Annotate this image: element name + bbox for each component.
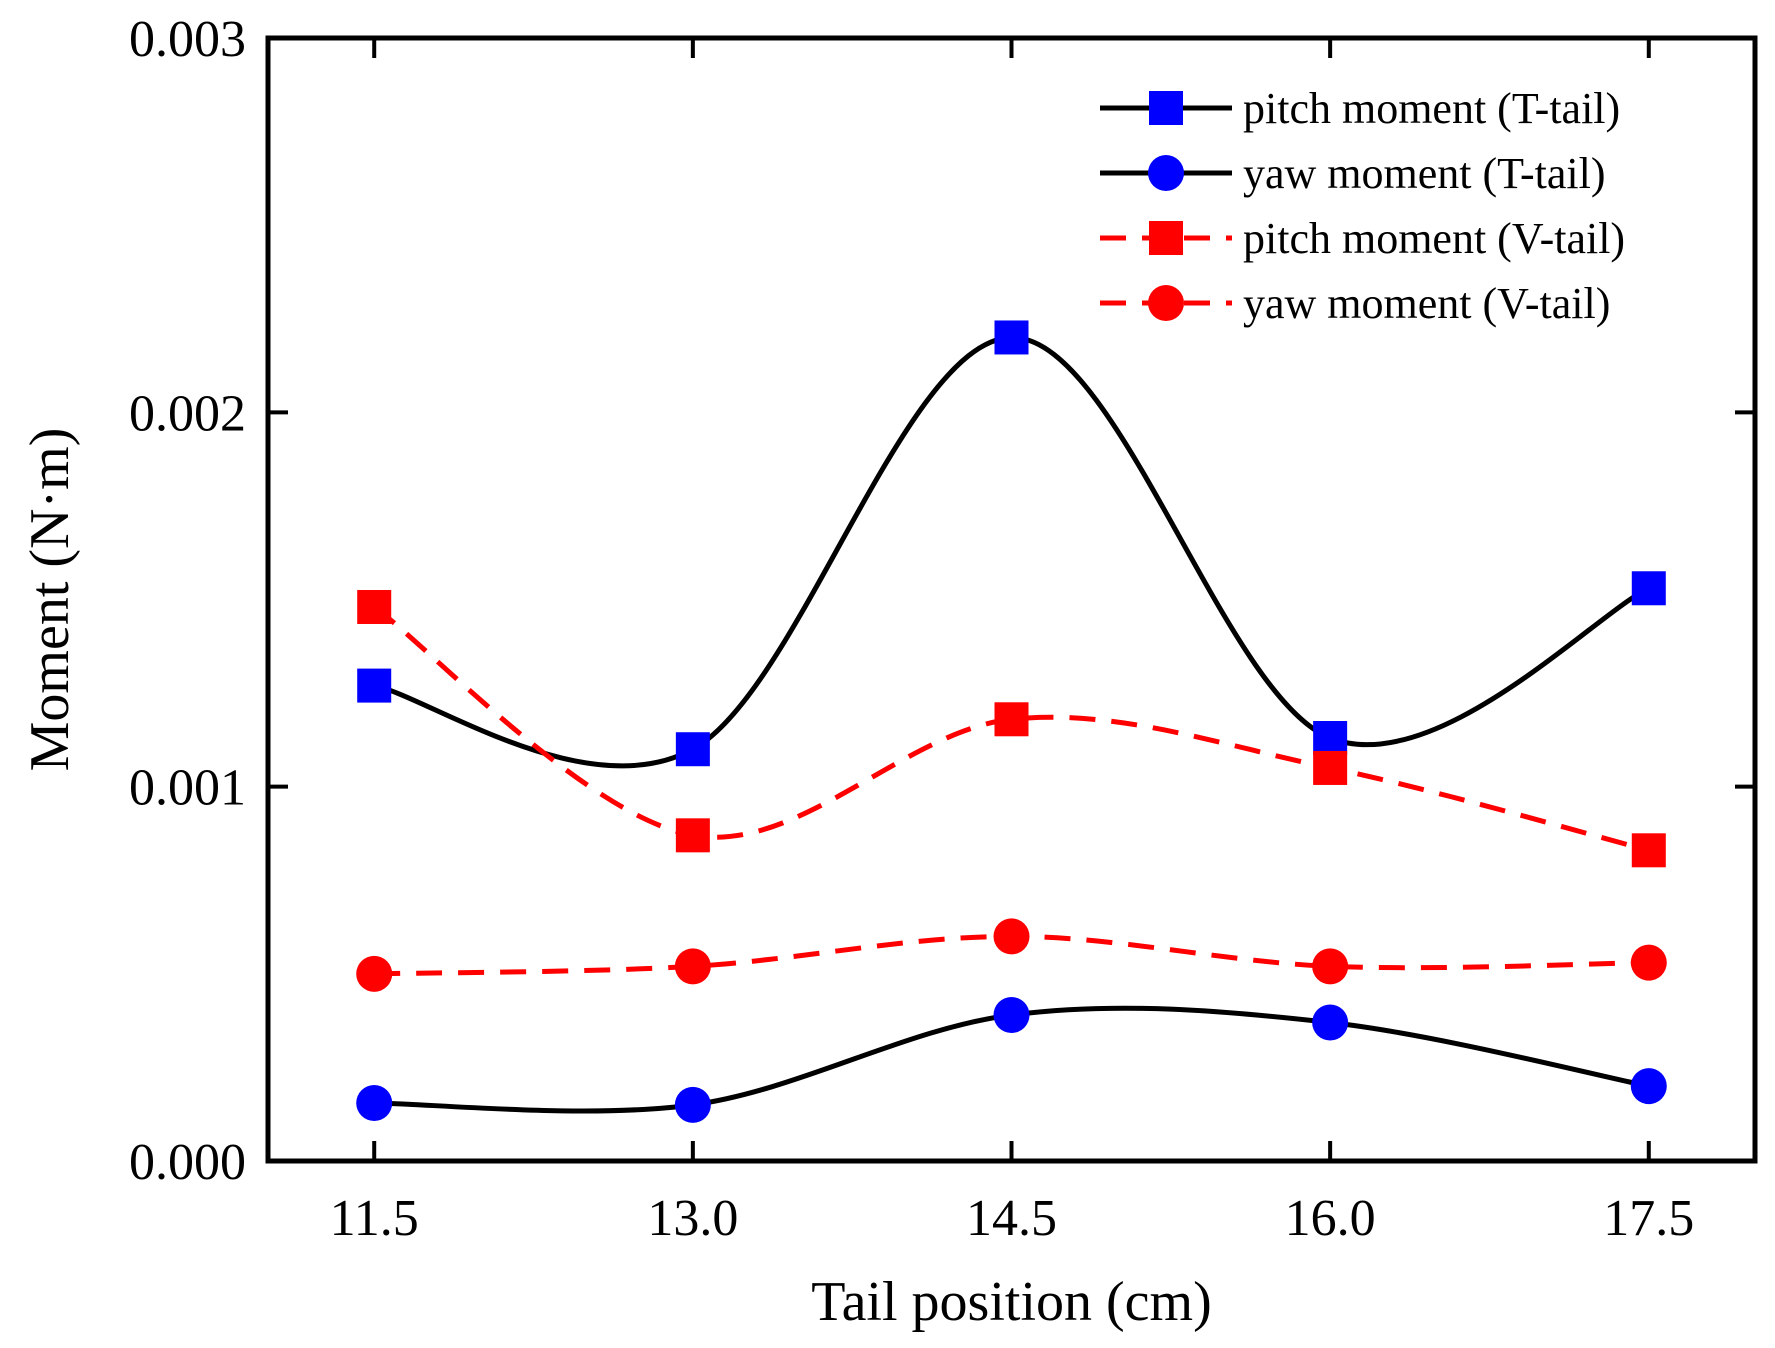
legend-item-1: yaw moment (T-tail) bbox=[1100, 149, 1606, 198]
data-point bbox=[674, 1086, 711, 1123]
y-tick-label: 0.001 bbox=[129, 760, 246, 817]
legend-marker bbox=[1149, 91, 1183, 125]
y-axis-title: Moment (N·m) bbox=[19, 428, 81, 772]
x-axis-tick-labels: 11.5 13.0 14.5 16.0 17.5 bbox=[330, 1190, 1695, 1247]
data-point bbox=[1631, 571, 1666, 606]
data-point bbox=[1630, 944, 1667, 981]
series-layer bbox=[356, 320, 1667, 1123]
data-point bbox=[674, 948, 711, 985]
x-tick-label: 13.0 bbox=[647, 1190, 738, 1247]
y-tick-label: 0.003 bbox=[129, 11, 246, 68]
series-1 bbox=[356, 997, 1667, 1123]
series-2 bbox=[357, 589, 1666, 868]
legend: pitch moment (T-tail) yaw moment (T-tail)… bbox=[1100, 84, 1625, 328]
legend-item-0: pitch moment (T-tail) bbox=[1100, 84, 1620, 133]
x-tick-label: 11.5 bbox=[330, 1190, 419, 1247]
data-point bbox=[357, 668, 392, 703]
data-point bbox=[993, 997, 1030, 1034]
data-point bbox=[994, 702, 1029, 737]
data-point bbox=[994, 320, 1029, 355]
axis-ticks bbox=[268, 36, 1755, 1163]
series-0 bbox=[357, 320, 1666, 769]
legend-marker bbox=[1149, 221, 1183, 255]
x-tick-label: 14.5 bbox=[966, 1190, 1057, 1247]
data-point bbox=[1313, 750, 1348, 785]
data-point bbox=[1312, 1004, 1349, 1041]
legend-marker bbox=[1148, 285, 1184, 321]
legend-label: yaw moment (V-tail) bbox=[1243, 279, 1610, 328]
x-tick-label: 16.0 bbox=[1285, 1190, 1376, 1247]
legend-item-3: yaw moment (V-tail) bbox=[1100, 279, 1610, 328]
data-point bbox=[357, 589, 392, 624]
y-tick-label: 0.002 bbox=[129, 385, 246, 442]
data-point bbox=[1313, 721, 1348, 756]
series-line bbox=[373, 334, 1650, 769]
data-point bbox=[1312, 948, 1349, 985]
legend-item-2: pitch moment (V-tail) bbox=[1100, 214, 1625, 263]
data-point bbox=[1631, 833, 1666, 868]
data-point bbox=[675, 732, 710, 767]
data-point bbox=[356, 955, 393, 992]
data-point bbox=[356, 1084, 393, 1121]
x-tick-label: 17.5 bbox=[1603, 1190, 1694, 1247]
x-axis-title: Tail position (cm) bbox=[811, 1271, 1211, 1333]
y-axis-tick-labels: 0.000 0.001 0.002 0.003 bbox=[129, 11, 246, 1191]
data-point bbox=[675, 818, 710, 853]
legend-marker bbox=[1148, 155, 1184, 191]
plot-frame bbox=[265, 35, 1758, 1164]
y-tick-label: 0.000 bbox=[129, 1134, 246, 1191]
data-point bbox=[993, 918, 1030, 955]
legend-label: pitch moment (T-tail) bbox=[1243, 84, 1620, 133]
data-point bbox=[1630, 1068, 1667, 1105]
series-3 bbox=[356, 918, 1667, 992]
legend-label: pitch moment (V-tail) bbox=[1243, 214, 1625, 263]
legend-label: yaw moment (T-tail) bbox=[1243, 149, 1606, 198]
